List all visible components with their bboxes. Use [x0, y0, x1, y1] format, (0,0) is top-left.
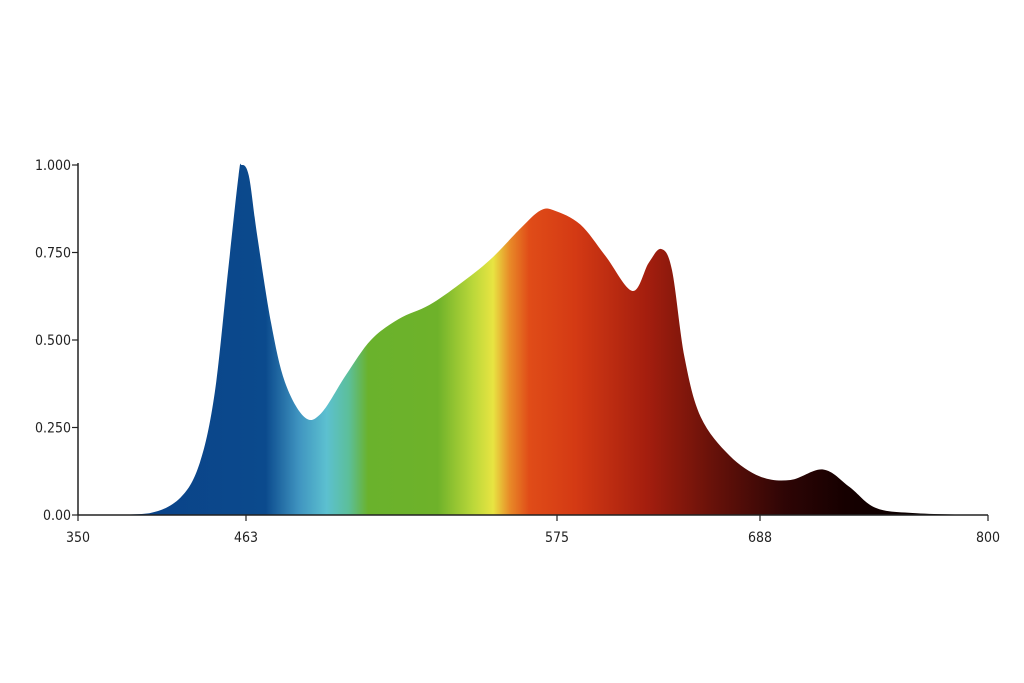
y-tick-label: 0.00 [43, 508, 71, 524]
y-tick: 0.750 [35, 246, 78, 262]
y-tick-label: 1.000 [35, 158, 71, 174]
y-tick: 0.500 [35, 333, 78, 349]
y-tick: 0.250 [35, 421, 78, 437]
y-tick-label: 0.250 [35, 421, 71, 437]
x-tick: 688 [748, 515, 772, 546]
x-tick: 350 [66, 515, 90, 546]
x-tick-label: 688 [748, 530, 772, 546]
x-tick-label: 350 [66, 530, 90, 546]
y-tick-label: 0.500 [35, 333, 71, 349]
y-tick: 1.000 [35, 158, 78, 174]
x-tick-label: 800 [976, 530, 1000, 546]
y-tick-label: 0.750 [35, 246, 71, 262]
x-tick: 463 [234, 515, 258, 546]
x-tick: 800 [976, 515, 1000, 546]
x-tick: 575 [545, 515, 569, 546]
spectrum-area [78, 163, 988, 515]
y-tick: 0.00 [43, 508, 78, 524]
x-tick-label: 463 [234, 530, 258, 546]
x-tick-label: 575 [545, 530, 569, 546]
